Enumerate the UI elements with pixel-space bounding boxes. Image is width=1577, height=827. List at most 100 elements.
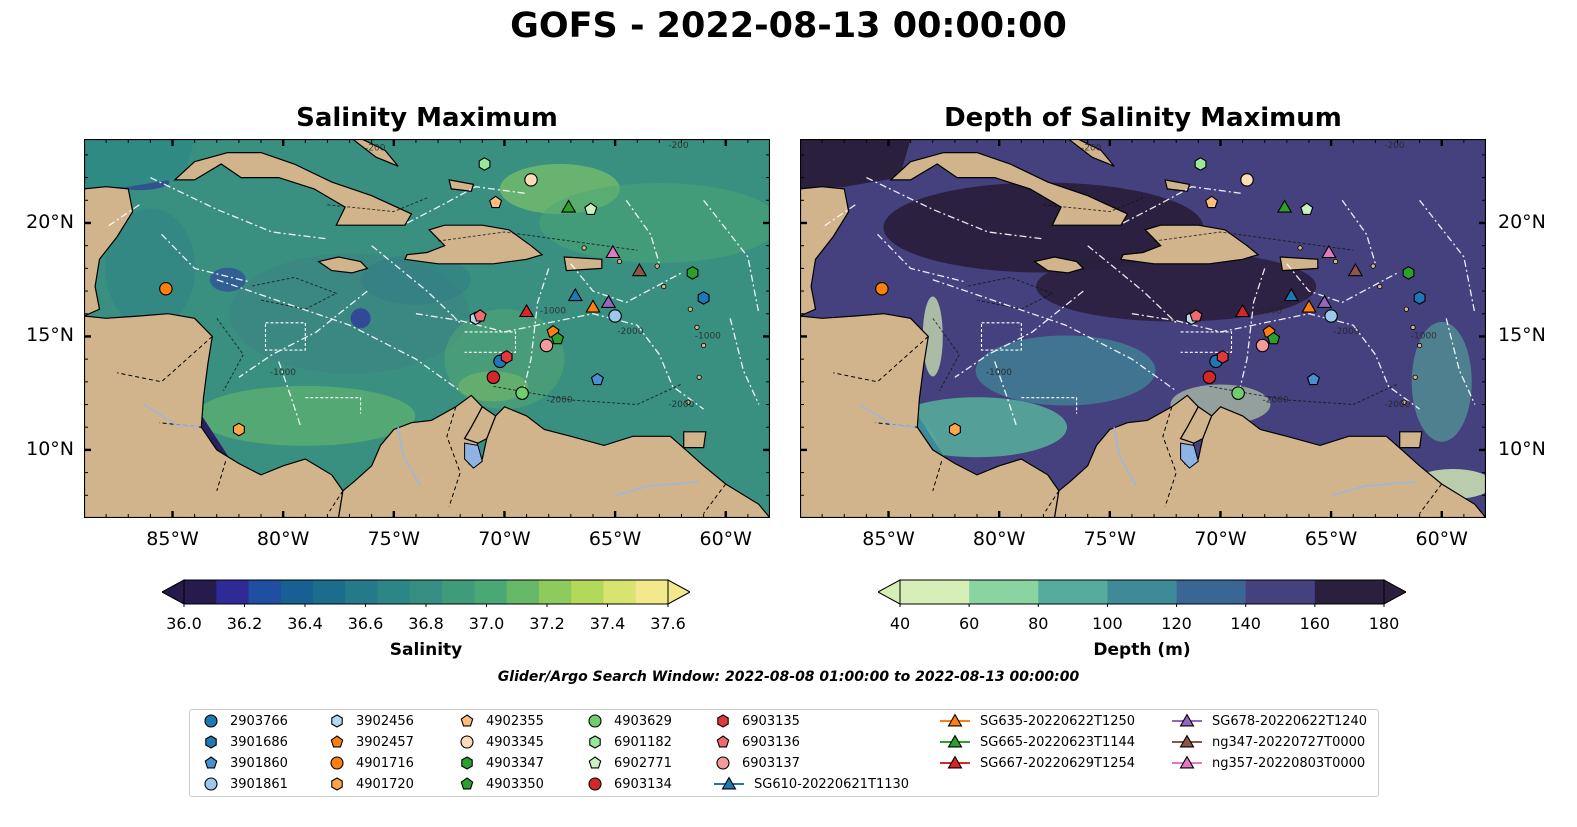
legend-entry: 4903345 — [456, 732, 544, 752]
legend-label: 3902457 — [356, 734, 414, 750]
colorbar-segment — [900, 580, 970, 604]
legend-marker-triangle — [1179, 713, 1195, 727]
obs-SG635-20220622T1250 — [1301, 299, 1317, 313]
obs-SG610-20220621T1130 — [567, 287, 583, 302]
colorbar-extend-max — [667, 579, 690, 605]
small-island — [701, 342, 707, 349]
legend-entry: 6901182 — [584, 732, 672, 752]
legend-entry: 6903135 — [712, 711, 800, 731]
eez-boundary — [954, 290, 1084, 378]
contour-label: -200 — [365, 143, 386, 153]
obs-4903629 — [1231, 386, 1245, 400]
legend-marker-triangle — [947, 734, 963, 748]
colorbar-tick-label: 36.8 — [408, 614, 444, 633]
colorbar-tick-label: 140 — [1230, 614, 1261, 633]
obs-ng347-20220727T0000 — [1347, 262, 1364, 277]
obs-4903629 — [515, 386, 529, 400]
obs-SG665-20220623T1144 — [560, 199, 577, 213]
contour-label: -1000 — [1256, 307, 1282, 317]
depth-salinity-maximum-map: -200 -200 -1000 -1000 -1000 -2000 -2000 -2000 — [800, 139, 1486, 518]
lat-tick-label: 10°N — [26, 437, 74, 460]
field-patch — [1411, 321, 1472, 442]
obs-6903136 — [1189, 309, 1203, 322]
land-hispaniola — [1120, 224, 1260, 265]
legend-marker-pentagon — [716, 735, 730, 748]
colorbar-tick-label: 37.0 — [468, 614, 505, 633]
depth-colorbar — [878, 579, 1406, 607]
colorbar-tick-label: 120 — [1161, 614, 1192, 633]
contour-label: -200 — [668, 141, 689, 151]
colorbar-segment — [377, 580, 411, 604]
legend-marker-triangle — [947, 755, 963, 769]
legend-marker-triangle — [1179, 734, 1195, 748]
small-island — [1410, 324, 1416, 330]
eez-boundary — [150, 177, 328, 240]
land-guajira_fill — [1179, 405, 1213, 444]
contour-label: -1000 — [270, 368, 296, 378]
colorbar-segment — [506, 580, 540, 604]
land-cuba — [173, 152, 413, 226]
colorbar-tick-label: 36.0 — [166, 614, 202, 633]
lon-tick-label: 85°W — [862, 528, 915, 550]
legend-entry: 3901860 — [200, 753, 288, 773]
lat-tick-label: 20°N — [1498, 210, 1546, 233]
lon-tick-label: 65°W — [1304, 528, 1358, 550]
field-patch — [1036, 251, 1317, 322]
obs-6902771 — [584, 202, 598, 215]
legend-entry: ng347-20220727T0000 — [1170, 732, 1365, 752]
colorbar-segment — [474, 580, 508, 604]
obs-4901716 — [159, 282, 173, 296]
country-border — [932, 461, 943, 491]
legend-marker — [589, 735, 601, 749]
obs-SG635-20220622T1250 — [585, 299, 601, 313]
small-island — [1412, 374, 1418, 380]
legend-marker-pentagon — [204, 756, 218, 769]
colorbar-extend-min — [162, 579, 185, 605]
river — [143, 403, 200, 428]
legend-label: ng357-20220803T0000 — [1212, 755, 1366, 771]
legend-marker-hexagon — [205, 735, 217, 749]
legend-entry: 6903137 — [712, 753, 800, 773]
obs-4903347 — [686, 266, 699, 280]
contour-label: -2000 — [617, 327, 643, 337]
field-patch — [1326, 158, 1447, 219]
land-jamaica — [317, 256, 369, 274]
legend-marker — [330, 735, 344, 748]
legend-marker-circle — [204, 714, 218, 728]
legend-marker — [1172, 713, 1202, 727]
eez-boundary — [1352, 324, 1420, 410]
river — [859, 403, 916, 428]
river — [1330, 480, 1416, 497]
small-island — [616, 258, 623, 265]
legend-marker — [204, 777, 218, 791]
colorbar-segment — [1245, 580, 1316, 604]
gulf-of-mexico — [800, 139, 911, 189]
legend-marker — [460, 735, 474, 749]
field-patch — [458, 371, 529, 402]
mpa-boundary — [264, 322, 306, 351]
mpa-boundary — [464, 331, 517, 353]
eez-boundary — [729, 318, 760, 405]
legend-marker-pentagon — [460, 777, 474, 790]
legend-label: SG678-20220622T1240 — [1212, 713, 1368, 729]
colorbar-extend-min — [878, 579, 901, 605]
obs-3901686 — [1413, 291, 1426, 305]
legend-marker — [205, 735, 217, 749]
eez-boundary — [1419, 199, 1476, 314]
legend-entry: 4903347 — [456, 753, 544, 773]
contour-label: -2000 — [1262, 395, 1288, 405]
eez-boundary — [161, 233, 251, 283]
gulf-of-mexico — [84, 139, 195, 189]
land-puertorico — [563, 256, 603, 272]
small-island — [581, 245, 587, 251]
legend: 2903766 3901686 3901860 3901861 3902456 39024… — [189, 709, 1379, 797]
legend-label: 4903347 — [486, 755, 544, 771]
colorbar-tick-label: 36.6 — [347, 614, 384, 633]
legend-entry: 6903136 — [712, 732, 800, 752]
lat-tick-label: 10°N — [1498, 437, 1546, 460]
lat-tick-label: 15°N — [1498, 324, 1546, 347]
obs-4903345 — [524, 173, 538, 187]
legend-marker — [1172, 755, 1202, 769]
legend-marker-hexagon — [461, 756, 473, 770]
obs-4902355 — [489, 195, 503, 209]
